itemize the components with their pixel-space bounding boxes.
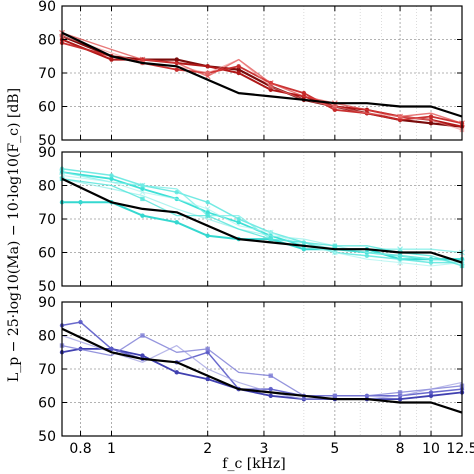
- y-tick-label: 60: [38, 396, 56, 412]
- data-point: [109, 57, 114, 62]
- data-point: [205, 64, 210, 69]
- y-tick-label: 80: [38, 33, 56, 49]
- y-tick-label: 50: [38, 279, 56, 295]
- data-point: [428, 260, 434, 265]
- data-point: [268, 84, 273, 89]
- data-point: [268, 87, 273, 92]
- y-tick-label: 90: [38, 295, 56, 311]
- series-line-3: [61, 42, 463, 125]
- data-point: [364, 253, 370, 259]
- data-point: [428, 390, 434, 395]
- data-point: [109, 346, 114, 352]
- data-point: [268, 373, 273, 378]
- x-tick-label: 0.8: [69, 441, 91, 457]
- data-point: [205, 213, 210, 218]
- data-point: [236, 67, 241, 72]
- data-point: [268, 236, 273, 242]
- data-point: [301, 90, 307, 96]
- y-tick-label: 90: [38, 0, 56, 15]
- data-point: [267, 229, 274, 236]
- y-tick-label: 70: [38, 212, 56, 228]
- x-tick-label: 1: [107, 441, 116, 457]
- x-tick-label: 3: [259, 441, 268, 457]
- data-point: [205, 233, 210, 238]
- y-tick-label: 60: [38, 246, 56, 262]
- y-tick-label: 70: [38, 362, 56, 378]
- y-tick-label: 80: [38, 179, 56, 195]
- y-tick-label: 50: [38, 429, 56, 445]
- data-point: [174, 190, 179, 195]
- data-point: [140, 353, 145, 358]
- data-point: [397, 259, 403, 266]
- data-point: [174, 67, 179, 72]
- data-point: [140, 196, 145, 202]
- panel-top: 50 60 70 80 90: [38, 0, 465, 149]
- series-line-5: [61, 178, 463, 264]
- data-point: [301, 246, 307, 252]
- data-point: [205, 200, 210, 205]
- reference-line: [61, 177, 463, 264]
- reference-line: [61, 327, 463, 414]
- data-point: [428, 114, 434, 119]
- data-point: [174, 370, 179, 375]
- data-point: [332, 107, 338, 113]
- data-point: [236, 220, 241, 225]
- data-point: [397, 390, 403, 395]
- data-point: [236, 216, 241, 222]
- series-line-3: [61, 334, 463, 397]
- data-point: [331, 249, 338, 256]
- x-tick-label: 10: [422, 441, 440, 457]
- series-line-4: [61, 334, 463, 400]
- data-point: [109, 173, 114, 178]
- series-line-1: [61, 35, 463, 128]
- data-point: [140, 186, 145, 192]
- data-point: [236, 64, 241, 69]
- x-tick-label: 2: [203, 441, 212, 457]
- y-tick-label: 50: [38, 133, 56, 149]
- data-point: [268, 393, 273, 398]
- y-tick-label: 80: [38, 329, 56, 345]
- data-point: [140, 213, 145, 218]
- data-point: [268, 386, 273, 392]
- y-axis-label: L_p − 25·log10(Ma) − 10·log10(F_c) [dB]: [6, 88, 22, 382]
- y-tick-label: 90: [38, 145, 56, 161]
- series-line-2: [61, 321, 463, 397]
- data-point: [174, 220, 179, 225]
- reference-line: [61, 31, 463, 118]
- data-point: [397, 117, 403, 123]
- x-tick-label: 8: [396, 441, 405, 457]
- x-tick-label: 12.5: [446, 441, 474, 457]
- y-tick-label: 70: [38, 66, 56, 82]
- data-point: [205, 70, 210, 76]
- data-point: [428, 121, 434, 126]
- data-point: [332, 104, 338, 109]
- x-tick-label: 5: [330, 441, 339, 457]
- data-point: [174, 57, 179, 62]
- x-axis-label: f_c [kHz]: [222, 456, 285, 472]
- data-point: [428, 393, 434, 398]
- data-point: [236, 70, 241, 76]
- data-point: [78, 200, 83, 205]
- data-point: [205, 350, 210, 355]
- data-point: [139, 182, 146, 189]
- data-point: [397, 257, 403, 262]
- data-point: [332, 243, 338, 248]
- data-point: [332, 393, 338, 398]
- data-point: [78, 319, 83, 325]
- data-point: [205, 210, 210, 215]
- panel-middle: 50 60 70 80 90: [38, 145, 465, 295]
- data-point: [139, 189, 146, 196]
- panel-bottom: 50 60 70 80 90 0.8 1 2 3 5 8 10 12.5: [38, 295, 474, 457]
- data-point: [205, 346, 210, 352]
- data-point: [204, 206, 211, 212]
- data-point: [397, 114, 403, 119]
- data-point: [140, 333, 145, 338]
- data-point: [109, 176, 114, 181]
- y-tick-label: 60: [38, 100, 56, 116]
- data-point: [397, 396, 403, 402]
- data-point: [205, 376, 210, 382]
